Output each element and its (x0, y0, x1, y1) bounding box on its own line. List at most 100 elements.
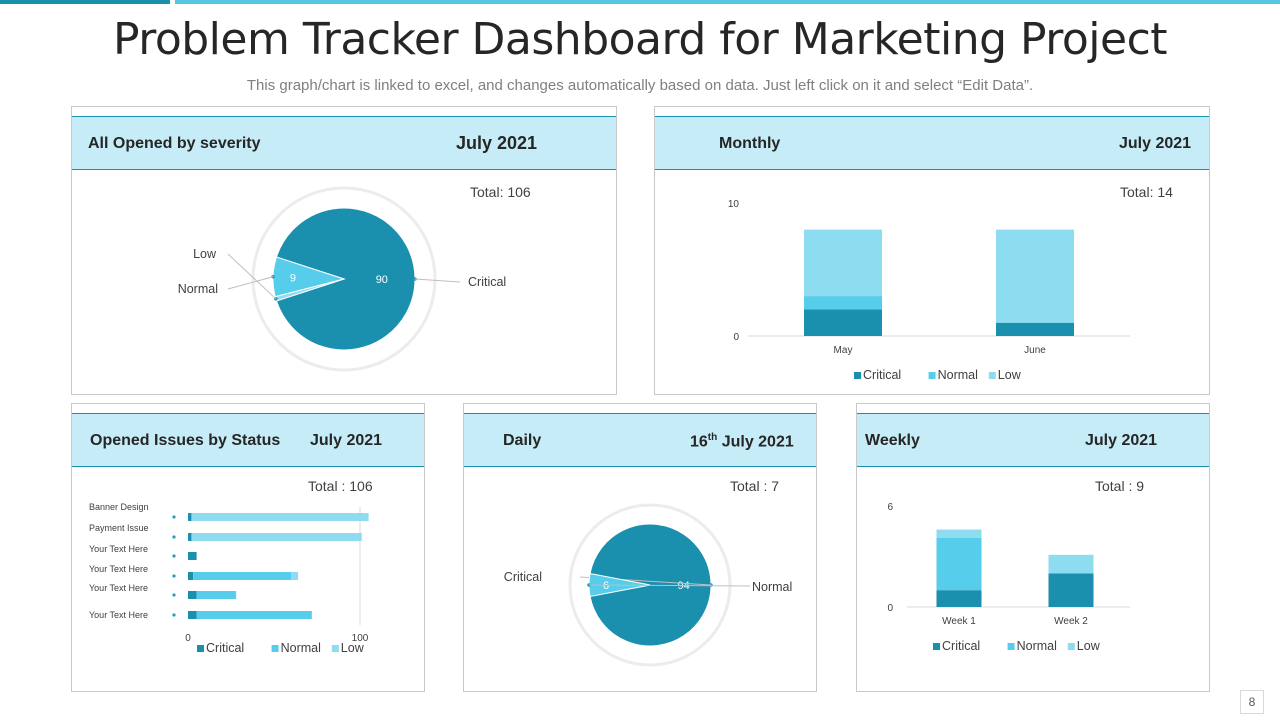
pie-label-low: Low (193, 247, 217, 261)
legend-swatch-normal (1007, 643, 1015, 650)
legend-swatch-critical (197, 645, 204, 652)
hbar-row2-critical (188, 533, 192, 541)
weekly-panel-title: Weekly (865, 432, 920, 449)
daily-panel-title: Daily (503, 432, 542, 449)
y-tick-label-6: 6 (887, 502, 893, 513)
bar-may-low (804, 229, 882, 297)
hbar-row6-normal (196, 611, 312, 619)
status-panel: Opened Issues by Status July 2021 Total … (71, 403, 425, 692)
category-label-row3: Your Text Here (89, 544, 148, 554)
bar-may-critical (804, 309, 882, 336)
x-tick-label-100: 100 (352, 633, 369, 644)
legend-label-low: Low (998, 368, 1022, 382)
pie-data-label-normal: 9 (290, 272, 296, 284)
weekly-panel: Weekly July 2021 Total : 9 0 6 Week 1 Week … (856, 403, 1210, 692)
legend-label-low: Low (341, 641, 365, 655)
page-title: Problem Tracker Dashboard for Marketing … (112, 14, 1168, 65)
severity-pie-chart[interactable]: 90 Critical Low 9 Normal (72, 107, 618, 396)
legend-swatch-critical (933, 643, 940, 650)
pie-leader-dot-normal (271, 274, 275, 279)
category-label-row2: Payment Issue (89, 523, 149, 533)
page-number: 8 (1240, 690, 1264, 714)
severity-panel-date: July 2021 (456, 133, 538, 153)
hbar-row6-critical (188, 611, 197, 619)
category-label-row6: Your Text Here (89, 610, 148, 620)
pie-leader-line-normal (227, 276, 274, 290)
legend-label-normal: Normal (281, 641, 321, 655)
severity-panel-title: All Opened by severity (88, 135, 261, 152)
top-accent-bar-dark (0, 0, 170, 4)
bar-week-1-critical (936, 590, 982, 607)
legend-swatch-normal (928, 372, 936, 379)
legend-label-normal: Normal (938, 368, 978, 382)
bar-week-1-normal (936, 537, 982, 591)
category-label-row4: Your Text Here (89, 564, 148, 574)
weekly-bar-chart[interactable]: 0 6 Week 1 Week 2 Critical Normal Low (857, 404, 1211, 693)
category-label-row1: Banner Design (89, 502, 149, 512)
category-dot-row4 (172, 574, 176, 578)
hbar-row1-critical (188, 513, 192, 521)
severity-panel: All Opened by severity July 2021 Total: … (71, 106, 617, 395)
daily-date-rest: July 2021 (717, 433, 794, 451)
hbar-row5-normal (196, 591, 237, 599)
daily-panel-header: Daily 16th July 2021 (464, 413, 816, 467)
daily-date-suffix: th (707, 432, 718, 443)
pie-leader-line-normal (588, 584, 751, 587)
pie-label-critical: Critical (468, 275, 506, 289)
bar-week-2-critical (1048, 573, 1094, 607)
legend-swatch-low (1067, 643, 1075, 650)
hbar-row2-low (191, 533, 362, 541)
severity-panel-header: All Opened by severity July 2021 (72, 116, 616, 170)
status-panel-title: Opened Issues by Status (90, 432, 281, 449)
category-dot-row6 (172, 613, 176, 617)
pie-label-normal: Normal (752, 580, 792, 594)
category-dot-row2 (172, 535, 176, 539)
weekly-total: Total : 9 (1095, 478, 1145, 494)
bar-june-critical (996, 322, 1074, 336)
x-tick-label-0: 0 (185, 633, 191, 644)
legend-swatch-low (988, 372, 996, 379)
pie-label-normal: Normal (178, 282, 218, 296)
page-subtitle: This graph/chart is linked to excel, and… (246, 77, 1034, 94)
x-tick-label-week-1: Week 1 (942, 616, 976, 627)
y-tick-label-10: 10 (728, 199, 740, 210)
hbar-row1-low (191, 513, 369, 521)
legend-swatch-critical (854, 372, 861, 379)
legend-swatch-normal (271, 645, 279, 652)
y-tick-label-0: 0 (887, 603, 893, 614)
weekly-panel-date: July 2021 (1085, 432, 1158, 449)
pie-data-label-critical: 90 (376, 274, 388, 286)
category-label-row5: Your Text Here (89, 583, 148, 593)
bar-may-normal (804, 296, 882, 310)
monthly-total: Total: 14 (1120, 184, 1173, 200)
bar-week-2-low (1048, 554, 1094, 574)
bar-week-1-low (936, 529, 982, 538)
pie-leader-line-low (227, 253, 277, 300)
legend-label-low: Low (1077, 639, 1101, 653)
monthly-panel-date: July 2021 (1119, 135, 1192, 152)
hbar-row5-critical (188, 591, 197, 599)
daily-panel: Daily 16th July 2021 Total : 7 94 Critica… (463, 403, 817, 692)
severity-total: Total: 106 (470, 184, 531, 200)
x-tick-label-june: June (1024, 345, 1046, 356)
pie-leader-line-critical (414, 278, 461, 283)
monthly-panel-header: Monthly July 2021 (655, 116, 1209, 170)
hbar-row4-normal (193, 572, 292, 580)
legend-swatch-low (331, 645, 339, 652)
status-panel-date: July 2021 (310, 432, 383, 449)
daily-total: Total : 7 (730, 478, 780, 494)
weekly-panel-header: Weekly July 2021 (857, 413, 1209, 467)
monthly-bar-chart[interactable]: 0 10 May June Critical Normal Low (655, 107, 1211, 396)
daily-panel-date: 16th July 2021 (690, 432, 794, 451)
status-total: Total : 106 (308, 478, 373, 494)
category-dot-row5 (172, 593, 176, 597)
status-bar-chart[interactable]: Banner Design Payment Issue Your Text Here… (72, 404, 426, 693)
pie-label-critical: Critical (504, 570, 542, 584)
legend-label-normal: Normal (1017, 639, 1057, 653)
monthly-panel: Monthly July 2021 Total: 14 0 10 May June Cr… (654, 106, 1210, 395)
x-tick-label-week-2: Week 2 (1054, 616, 1088, 627)
hbar-row3-critical (188, 552, 197, 560)
pie-data-label-normal: 6 (603, 580, 609, 592)
daily-date-day: 16 (690, 433, 708, 451)
